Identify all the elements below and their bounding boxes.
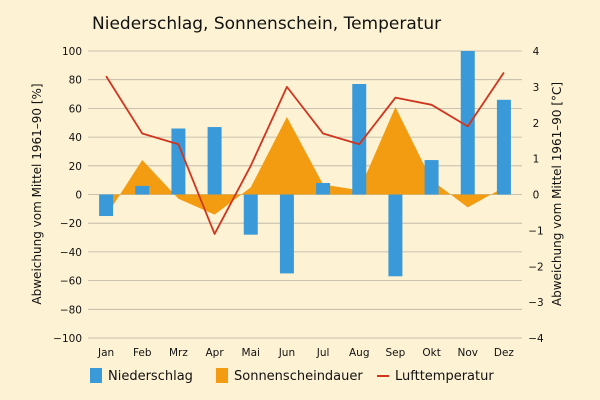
temperature-line bbox=[105, 72, 505, 235]
precipitation-bar bbox=[279, 194, 294, 274]
y-right-tick-label: 1 bbox=[533, 154, 540, 166]
x-tick-label: Jul bbox=[316, 347, 330, 359]
y-left-tick-label: 0 bbox=[75, 190, 82, 202]
y-axis-left-label: Abweichung vom Mittel 1961–90 [%] bbox=[30, 83, 44, 304]
y-right-tick-label: −2 bbox=[528, 261, 543, 273]
precipitation-bar bbox=[243, 194, 258, 235]
y-right-tick-label: 2 bbox=[533, 118, 540, 130]
y-left-tick-label: 20 bbox=[69, 161, 82, 173]
y-left-tick-label: 100 bbox=[62, 46, 82, 58]
precipitation-bar bbox=[135, 185, 150, 195]
legend-label-temperature: Lufttemperatur bbox=[395, 369, 494, 384]
y-right-tick-label: −1 bbox=[528, 225, 543, 237]
legend-label-precipitation: Niederschlag bbox=[108, 369, 193, 384]
area-layer bbox=[106, 106, 504, 217]
precipitation-bar bbox=[424, 160, 439, 195]
legend-label-sunshine: Sonnenscheindauer bbox=[234, 369, 363, 384]
precipitation-bar bbox=[352, 84, 367, 195]
y-right-tick-label: −4 bbox=[528, 333, 544, 345]
bar-layer bbox=[99, 51, 511, 277]
y-left-tick-label: 40 bbox=[69, 132, 82, 144]
x-tick-label: Mai bbox=[242, 347, 260, 359]
x-tick-label: Aug bbox=[349, 347, 370, 359]
x-tick-label: Sep bbox=[386, 347, 406, 359]
y-left-tick-label: −80 bbox=[60, 304, 82, 316]
y-right-tick-label: 0 bbox=[533, 190, 540, 202]
precipitation-bar bbox=[388, 194, 403, 277]
y-right-tick-label: 4 bbox=[533, 46, 540, 58]
y-right-tick-label: −3 bbox=[528, 297, 543, 309]
chart-title: Niederschlag, Sonnenschein, Temperatur bbox=[92, 14, 442, 34]
precipitation-bar bbox=[99, 194, 114, 217]
x-tick-label: Nov bbox=[458, 347, 479, 359]
sunshine-area bbox=[106, 106, 504, 217]
y-left-tick-label: 80 bbox=[69, 75, 82, 87]
legend: Niederschlag Sonnenscheindauer Lufttempera… bbox=[90, 368, 494, 384]
y-left-tick-label: −60 bbox=[60, 276, 82, 288]
x-tick-label: Mrz bbox=[169, 347, 188, 359]
y-left-tick-label: −40 bbox=[60, 247, 82, 259]
axis-layer: 100 80 60 40 20 0 −20 −40 −60 −80 −100 4 3 2 1 0 −1 −2 −3 −… bbox=[53, 46, 544, 359]
line-layer bbox=[105, 72, 505, 235]
precipitation-bar bbox=[496, 99, 511, 195]
legend-swatch-precipitation bbox=[90, 368, 102, 383]
precipitation-bar bbox=[316, 183, 331, 195]
x-tick-label: Apr bbox=[205, 347, 224, 359]
y-axis-right-label: Abweichung vom Mittel 1961–90 [°C] bbox=[550, 82, 564, 306]
precipitation-bar bbox=[460, 51, 475, 195]
grid-layer bbox=[88, 50, 522, 339]
x-tick-label: Okt bbox=[422, 347, 440, 359]
legend-swatch-sunshine bbox=[216, 368, 228, 383]
x-tick-label: Feb bbox=[133, 347, 152, 359]
precipitation-bar bbox=[207, 127, 222, 195]
x-tick-label: Jun bbox=[278, 347, 295, 359]
y-left-tick-label: 60 bbox=[69, 103, 82, 115]
y-right-tick-label: 3 bbox=[533, 82, 540, 94]
x-tick-label: Dez bbox=[494, 347, 515, 359]
x-tick-label: Jan bbox=[97, 347, 114, 359]
precipitation-bar bbox=[171, 128, 186, 195]
y-left-tick-label: −20 bbox=[60, 218, 82, 230]
y-left-tick-label: −100 bbox=[53, 333, 82, 345]
